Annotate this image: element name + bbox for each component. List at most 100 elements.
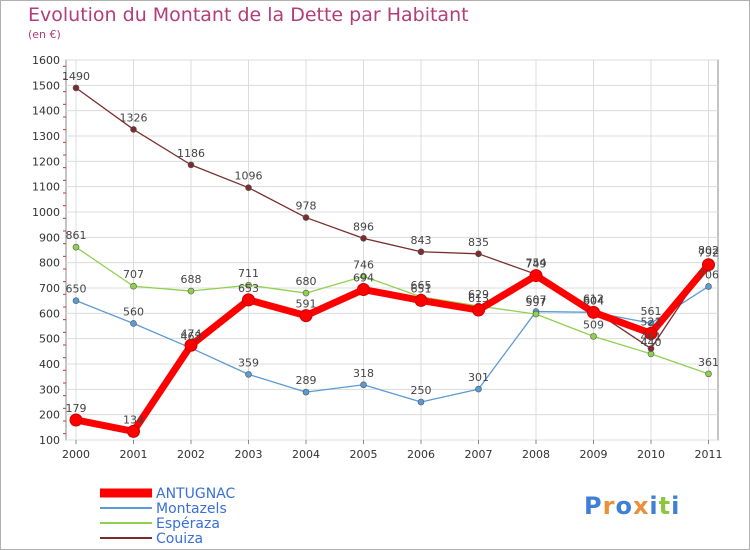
data-label: 802 [698,244,719,257]
x-tick-label: 2011 [695,448,723,461]
series-line [72,261,712,435]
chart-title: Evolution du Montant de la Dette par Hab… [28,4,469,26]
data-label: 694 [353,272,374,285]
data-point [644,326,658,340]
y-tick-label: 500 [39,333,60,346]
data-label: 597 [526,296,547,309]
data-point [705,283,712,290]
data-label: 896 [353,220,374,233]
data-label: 318 [353,367,374,380]
labels-antugnac: 179 134 474 653 591 694 651 613 749 604 521 792 [66,247,720,427]
data-point [360,273,367,280]
y-tick-label: 1400 [32,105,60,118]
data-point [299,309,313,323]
x-tick-label: 2004 [292,448,320,461]
y-tick-label: 1000 [32,206,60,219]
data-point [647,319,655,327]
data-point [245,184,252,191]
y-tick-label: 600 [39,307,60,320]
data-label: 301 [468,371,489,384]
data-label: 861 [66,229,87,242]
data-label: 359 [238,356,259,369]
data-label: 978 [296,200,317,213]
data-point [702,258,715,272]
y-tick-label: 1600 [32,54,60,67]
data-point [184,338,198,352]
y-tick-label: 200 [39,409,60,422]
data-label: 509 [583,318,604,331]
x-tick-label: 2002 [177,448,205,461]
data-label: 521 [641,315,662,328]
data-label: 792 [698,247,719,260]
data-point [472,303,485,317]
data-label: 629 [468,288,489,301]
data-label: 650 [66,283,87,296]
x-tick-label: 2003 [235,448,263,461]
data-label: 665 [411,279,432,292]
y-tick-label: 1100 [32,181,60,194]
x-tick-label: 2006 [407,448,435,461]
data-point [245,281,252,289]
logo-letter: x [632,492,650,520]
data-label: 613 [468,292,489,305]
proxiti-logo: Proxiti [584,492,680,520]
logo-letter: i [649,492,659,520]
data-label: 707 [123,268,144,281]
x-tick-label: 2008 [522,448,550,461]
labels-esperaza: 861 707 688 711 680 746 665 629 597 509 440 361 [66,229,720,369]
data-point [360,235,367,242]
data-point [127,424,140,438]
logo-letter: r [602,492,616,520]
labels-couiza: 1490 1326 1186 1096 978 896 843 835 754 612 461 802 [62,70,719,344]
data-label: 560 [123,305,144,318]
y-tick-label: 1500 [32,79,60,92]
data-point [69,413,83,427]
data-label: 289 [296,374,317,387]
y-tick-label: 900 [39,231,60,244]
y-tick-label: 700 [39,282,60,295]
data-point [242,293,255,307]
legend-label: Couiza [156,531,203,547]
logo-letter: i [671,492,681,520]
data-label: 688 [181,273,202,286]
labels-montazels: 650 560 463 359 289 318 250 301 607 604 561 706 [66,268,720,397]
data-label: 1186 [177,147,205,160]
data-label: 461 [641,331,662,344]
unit-label: (en €) [28,28,61,41]
data-point [302,289,310,297]
data-point [302,214,310,221]
data-label: 706 [698,268,719,281]
data-point [245,371,252,378]
data-label: 561 [641,305,662,318]
data-point [360,381,367,389]
plot-area [65,59,719,441]
series-antugnac [69,258,715,438]
data-point [590,333,597,340]
data-point [475,385,482,393]
data-point [130,320,137,327]
data-label: 250 [411,384,432,397]
data-label: 591 [296,298,317,311]
data-point [187,161,195,169]
data-point [475,250,482,258]
data-label: 604 [583,294,604,307]
x-tick-label: 2010 [637,448,665,461]
x-tick-label: 2005 [350,448,378,461]
data-point [647,345,655,352]
legend-label: Montazels [156,501,227,517]
data-label: 474 [181,327,202,340]
data-point [587,305,600,319]
x-tick-label: 2001 [120,448,148,461]
data-label: 604 [583,294,604,307]
data-point [72,243,80,251]
logo-letter: o [615,492,633,520]
data-label: 754 [526,256,547,269]
data-point [529,269,543,283]
y-tick-label: 400 [39,358,60,371]
data-label: 607 [526,294,547,307]
data-label: 1096 [235,170,263,183]
y-tick-label: 100 [39,434,60,447]
data-label: 440 [641,336,662,349]
x-tick-label: 2007 [465,448,493,461]
